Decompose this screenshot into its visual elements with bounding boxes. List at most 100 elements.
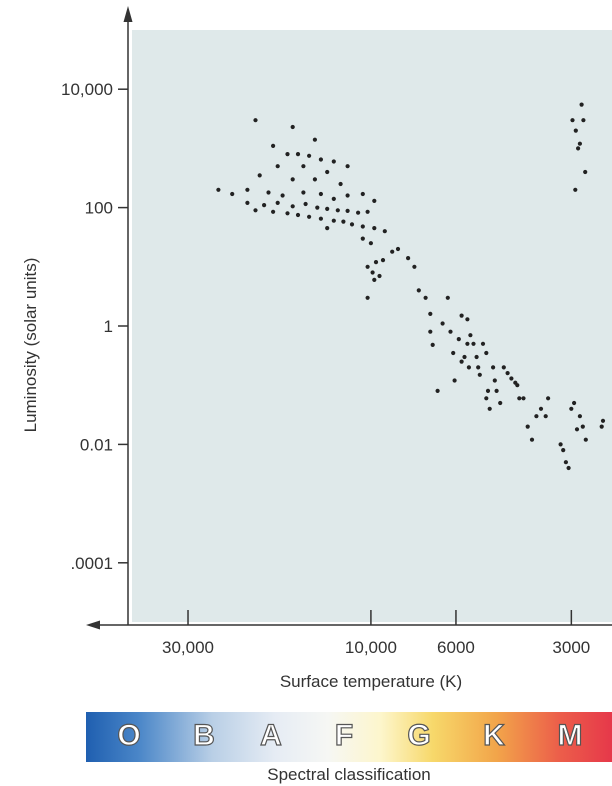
star-point xyxy=(517,396,522,401)
spectral-classification-label: Spectral classification xyxy=(267,765,431,784)
star-point xyxy=(318,191,323,197)
star-point xyxy=(468,333,473,338)
star-point xyxy=(307,214,312,219)
star-point xyxy=(360,191,365,197)
hr-diagram: 10,000 100 1 0.01 .0001 30,000 10,000 6000 3000… xyxy=(21,6,612,691)
star-point xyxy=(581,118,586,123)
star-point xyxy=(245,200,250,205)
star-point xyxy=(303,201,308,207)
star-point xyxy=(573,128,578,133)
star-point xyxy=(307,153,312,158)
star-point xyxy=(440,321,445,326)
star-point xyxy=(271,209,276,214)
star-point xyxy=(285,211,290,216)
y-axis-ticks: 10,000 100 1 0.01 .0001 xyxy=(61,80,128,573)
star-point xyxy=(600,418,606,423)
star-point xyxy=(448,329,453,334)
star-point xyxy=(295,152,301,157)
star-point xyxy=(576,146,581,151)
star-point xyxy=(345,193,350,198)
star-point xyxy=(477,372,482,377)
y-axis-arrow xyxy=(123,6,133,22)
star-point xyxy=(412,264,417,269)
star-point xyxy=(253,208,258,213)
spectral-class-k: K xyxy=(483,718,506,752)
star-point xyxy=(331,159,336,164)
star-point xyxy=(529,437,535,442)
star-point xyxy=(318,157,323,162)
star-point xyxy=(382,229,387,234)
star-point xyxy=(345,164,350,169)
star-point xyxy=(318,216,323,221)
star-point xyxy=(485,388,491,393)
star-point xyxy=(471,341,476,346)
star-point xyxy=(569,406,574,411)
star-point xyxy=(465,317,470,322)
star-point xyxy=(295,212,301,218)
star-point xyxy=(423,295,428,300)
star-point xyxy=(561,448,566,453)
star-point xyxy=(428,329,433,334)
y-tick-label: 0.01 xyxy=(80,435,113,454)
star-point xyxy=(573,187,578,192)
spectral-class-o: O xyxy=(117,718,142,752)
star-point xyxy=(480,341,486,346)
star-point xyxy=(494,388,499,393)
star-point xyxy=(583,169,588,175)
star-point xyxy=(525,424,530,429)
star-point xyxy=(416,288,421,293)
star-point xyxy=(315,205,320,210)
star-point xyxy=(498,400,503,406)
star-point xyxy=(331,218,336,223)
star-point xyxy=(380,258,386,263)
star-point xyxy=(574,427,580,432)
star-point xyxy=(360,236,365,241)
star-point xyxy=(451,350,456,356)
star-point xyxy=(465,341,470,346)
star-point xyxy=(373,260,379,265)
star-point xyxy=(501,365,506,370)
star-point xyxy=(290,177,295,182)
star-point xyxy=(491,365,496,370)
x-axis-arrow xyxy=(86,620,100,630)
star-point xyxy=(390,249,395,254)
star-point xyxy=(356,210,361,215)
star-point xyxy=(577,414,583,419)
y-tick-label: 100 xyxy=(85,199,113,218)
star-point xyxy=(370,270,375,275)
star-point xyxy=(509,376,514,381)
y-tick-label: .0001 xyxy=(70,554,113,573)
star-point xyxy=(285,152,290,157)
star-point xyxy=(301,164,306,169)
plot-background xyxy=(132,30,612,622)
star-point xyxy=(395,246,401,252)
star-point xyxy=(372,198,377,203)
x-tick-label: 10,000 xyxy=(345,638,397,657)
star-point xyxy=(262,203,267,208)
star-point xyxy=(577,141,583,146)
star-point xyxy=(456,337,461,342)
spectral-class-a: A xyxy=(260,718,283,752)
star-point xyxy=(290,124,295,130)
star-point xyxy=(452,378,457,383)
spectral-class-f: F xyxy=(334,718,354,752)
star-point xyxy=(534,414,539,419)
spectral-class-g: G xyxy=(407,718,432,752)
star-point xyxy=(484,396,489,401)
star-point xyxy=(462,354,467,360)
star-point xyxy=(459,359,464,364)
star-point xyxy=(266,190,271,195)
star-point xyxy=(331,196,336,201)
star-point xyxy=(325,169,330,175)
star-point xyxy=(271,143,276,148)
star-point xyxy=(230,191,235,197)
x-tick-label: 30,000 xyxy=(162,638,214,657)
star-point xyxy=(372,277,377,282)
x-axis-ticks: 30,000 10,000 6000 3000 xyxy=(162,610,590,657)
star-point xyxy=(290,204,295,209)
star-point xyxy=(406,256,411,261)
star-point xyxy=(580,424,585,429)
star-point xyxy=(377,273,382,279)
star-point xyxy=(335,208,340,213)
